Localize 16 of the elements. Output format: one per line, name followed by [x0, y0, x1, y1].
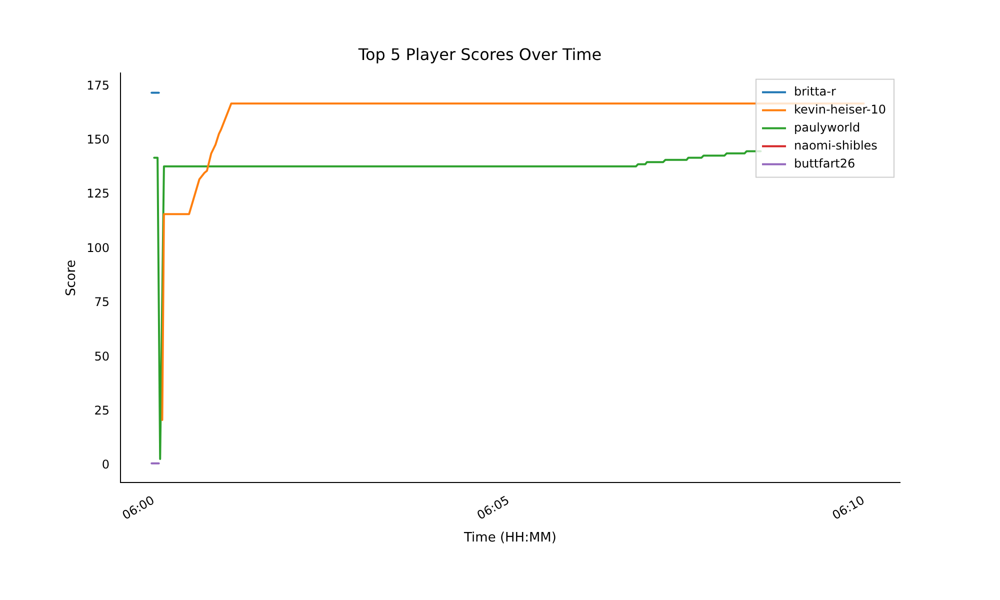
legend-label: buttfart26 [794, 156, 856, 170]
x-axis-title: Time (HH:MM) [463, 530, 556, 546]
legend-label: kevin-heiser-10 [794, 102, 886, 116]
y-tick-label: 0 [102, 458, 110, 472]
y-axis-title: Score [64, 260, 80, 296]
chart-title: Top 5 Player Scores Over Time [357, 44, 602, 64]
y-tick-label: 125 [86, 186, 110, 201]
legend-label: paulyworld [794, 120, 860, 134]
legend-label: naomi-shibles [794, 138, 878, 152]
y-tick-label: 50 [94, 349, 110, 364]
y-tick-label: 75 [94, 295, 110, 310]
y-tick-label: 175 [86, 78, 110, 92]
y-tick-label: 100 [86, 240, 110, 255]
y-tick-label: 25 [94, 403, 110, 418]
y-tick-label: 150 [86, 132, 110, 147]
legend-label: britta-r [794, 84, 836, 98]
